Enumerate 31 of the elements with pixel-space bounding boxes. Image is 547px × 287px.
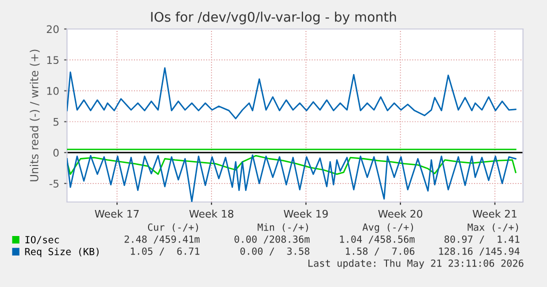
y-tick-label: -5	[49, 180, 58, 188]
line-series	[67, 67, 516, 120]
text: Last update: Thu May 21 23:11:06 2026	[308, 259, 524, 269]
text: Max (-/+)	[468, 223, 518, 232]
legend-label: Req Size (KB)	[25, 248, 99, 258]
line-series	[67, 154, 516, 175]
y-tick-label: 20	[46, 25, 59, 34]
x-tick-label: Week 18	[189, 210, 234, 218]
y-axis-title: Units read (-) / write (+)	[30, 50, 40, 182]
x-tick-label: Week 17	[94, 210, 139, 218]
text: Cur (-/+)	[148, 223, 198, 232]
y-tick-label: 5	[54, 118, 58, 126]
y-tick-label: 10	[47, 87, 59, 95]
text: 80.97 / 1.41	[444, 235, 520, 244]
text: Avg (-/+)	[362, 223, 413, 233]
legend-label: IO/sec	[25, 236, 59, 244]
chart-title: IOs for /dev/vg0/lv-var-log - by month	[151, 12, 396, 24]
text: 2.48 /459.41m	[124, 235, 200, 244]
y-tick-label: 15	[47, 56, 58, 64]
text: Min (-/+)	[258, 223, 308, 232]
line-series	[67, 154, 516, 202]
text: 1.04 /458.56m	[340, 235, 415, 244]
text: 128.16 /145.94	[439, 247, 520, 256]
text: 0.00 /208.36m	[234, 235, 310, 244]
text: 1.58 / 7.06	[346, 247, 414, 256]
text: 1.05 / 6.71	[130, 247, 200, 256]
x-tick-label: Week 19	[284, 210, 328, 218]
y-tick-label: 0	[53, 148, 59, 157]
text: 0.00 / 3.58	[240, 247, 310, 256]
x-tick-label: Week 20	[378, 210, 422, 218]
x-tick-label: Week 21	[472, 210, 516, 218]
